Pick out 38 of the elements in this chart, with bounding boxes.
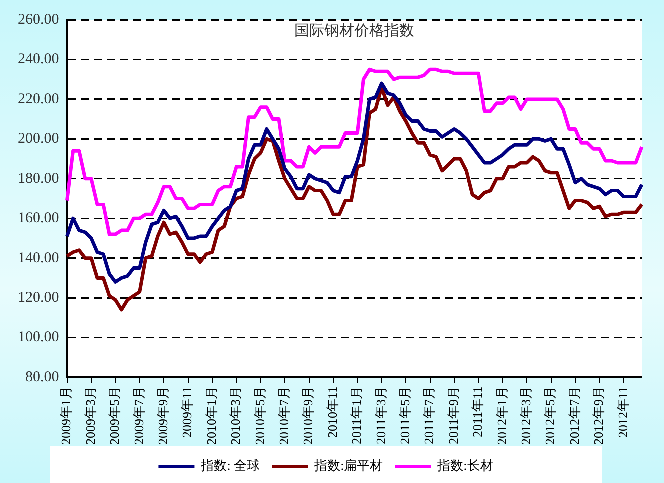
x-tick-label: 2009年11 — [180, 386, 195, 438]
y-tick-label: 180.00 — [18, 170, 60, 187]
x-tick-label: 2010年9月 — [300, 386, 316, 445]
x-tick-label: 2009年3月 — [82, 386, 98, 445]
x-tick-label: 2010年5月 — [252, 386, 268, 445]
y-tick-label: 160.00 — [18, 210, 60, 227]
legend-label: 指数: 全球 — [200, 458, 260, 473]
x-tick-label: 2012年9月 — [591, 386, 606, 445]
x-tick-label: 2010年11 — [324, 386, 340, 438]
chart-title: 国际钢材价格指数 — [294, 22, 415, 40]
x-tick-label: 2011年9月 — [446, 386, 461, 445]
y-tick-label: 120.00 — [18, 290, 60, 306]
x-tick-label: 2011年11 — [470, 386, 486, 438]
y-tick-label: 100.00 — [18, 330, 60, 346]
x-tick-label: 2009年7月 — [131, 386, 146, 445]
x-tick-label: 2010年7月 — [276, 386, 292, 445]
x-tick-label: 2012年5月 — [542, 386, 558, 445]
x-tick-label: 2012年1月 — [494, 386, 510, 445]
x-tick-label: 2010年3月 — [228, 386, 244, 445]
y-tick-label: 200.00 — [18, 131, 60, 148]
x-tick-label: 2011年7月 — [422, 386, 437, 445]
y-tick-label: 80.00 — [26, 369, 60, 386]
y-tick-label: 260.00 — [18, 12, 60, 28]
x-tick-label: 2010年1月 — [204, 386, 219, 445]
y-tick-label: 140.00 — [18, 250, 60, 266]
y-tick-label: 220.00 — [18, 91, 60, 108]
x-tick-label: 2009年1月 — [58, 386, 74, 445]
x-tick-label: 2012年3月 — [518, 386, 534, 445]
x-tick-label: 2011年5月 — [397, 386, 412, 445]
x-tick-label: 2009年5月 — [107, 386, 122, 445]
x-tick-label: 2009年9月 — [155, 386, 170, 445]
x-tick-label: 2012年11 — [615, 386, 630, 438]
legend-label: 指数:扁平材 — [314, 458, 384, 473]
x-tick-label: 2011年1月 — [349, 386, 364, 445]
legend-label: 指数:长材 — [436, 458, 494, 473]
x-tick-label: 2011年3月 — [373, 386, 388, 445]
y-tick-label: 240.00 — [18, 52, 60, 68]
x-tick-label: 2012年7月 — [566, 386, 582, 445]
